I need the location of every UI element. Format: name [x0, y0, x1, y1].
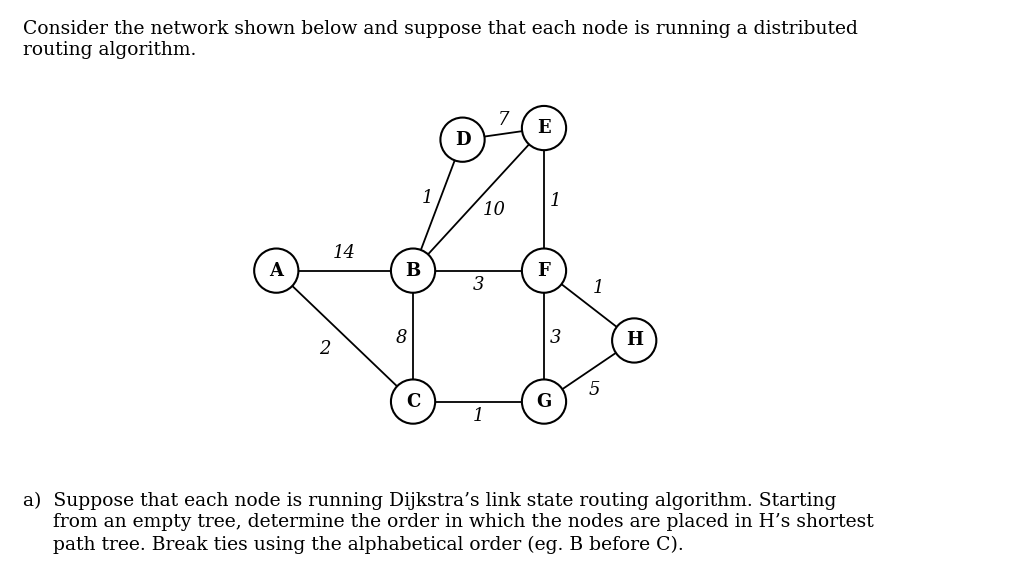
Text: 2: 2: [318, 340, 331, 358]
Text: 5: 5: [589, 381, 600, 399]
Text: A: A: [269, 262, 284, 279]
Text: 1: 1: [422, 189, 433, 207]
Circle shape: [522, 249, 566, 293]
Text: Consider the network shown below and suppose that each node is running a distrib: Consider the network shown below and sup…: [23, 20, 857, 38]
Circle shape: [612, 318, 656, 363]
Circle shape: [254, 249, 298, 293]
Circle shape: [522, 379, 566, 424]
Text: B: B: [406, 262, 421, 279]
Circle shape: [522, 106, 566, 150]
Text: path tree. Break ties using the alphabetical order (eg. B before C).: path tree. Break ties using the alphabet…: [23, 535, 683, 553]
Text: 1: 1: [473, 407, 484, 425]
Text: 8: 8: [395, 329, 408, 346]
Text: 1: 1: [593, 279, 604, 297]
Text: F: F: [538, 262, 551, 279]
Text: a)  Suppose that each node is running Dijkstra’s link state routing algorithm. S: a) Suppose that each node is running Dij…: [23, 492, 836, 510]
Text: H: H: [626, 332, 643, 349]
Text: 14: 14: [333, 244, 356, 262]
Circle shape: [391, 379, 435, 424]
Text: C: C: [406, 393, 420, 410]
Text: from an empty tree, determine the order in which the nodes are placed in H’s sho: from an empty tree, determine the order …: [23, 513, 873, 531]
Text: 1: 1: [550, 192, 561, 210]
Text: G: G: [537, 393, 552, 410]
Circle shape: [391, 249, 435, 293]
Text: 3: 3: [550, 329, 561, 346]
Text: routing algorithm.: routing algorithm.: [23, 41, 196, 59]
Text: D: D: [455, 131, 470, 148]
Text: 10: 10: [483, 201, 506, 218]
Circle shape: [440, 118, 484, 162]
Text: E: E: [538, 119, 551, 137]
Text: 3: 3: [472, 276, 484, 294]
Text: 7: 7: [498, 112, 509, 129]
